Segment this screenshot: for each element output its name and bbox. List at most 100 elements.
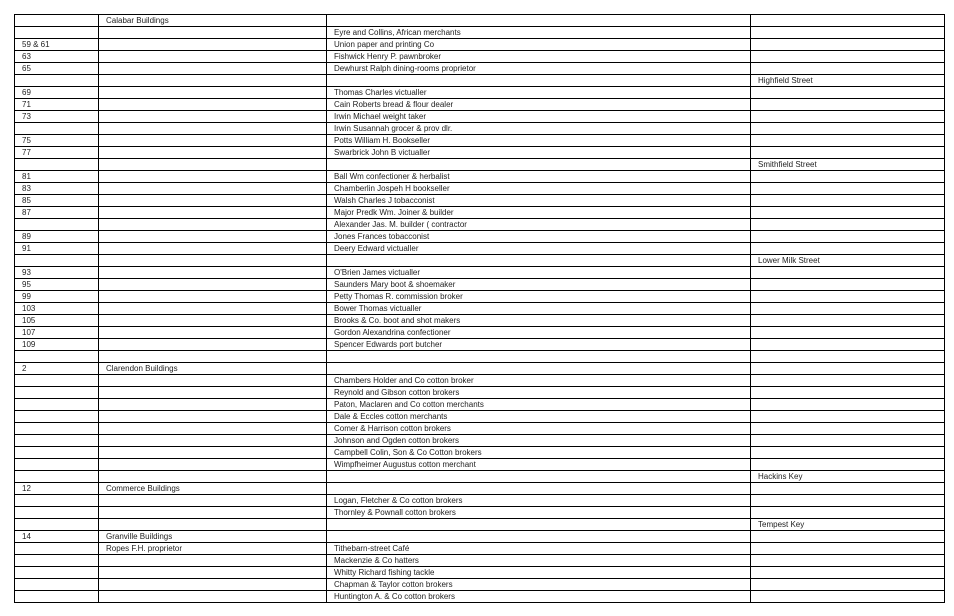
cross-street-cell (750, 278, 945, 291)
occupant-cell: O'Brien James victualler (326, 266, 751, 279)
street-number-cell: 103 (14, 302, 99, 315)
occupant-cell: Logan, Fletcher & Co cotton brokers (326, 494, 751, 507)
table-row: Calabar Buildings (14, 14, 945, 27)
occupant-cell: Fishwick Henry P. pawnbroker (326, 50, 751, 63)
occupant-cell: Swarbrick John B victualler (326, 146, 751, 159)
cross-street-cell (750, 242, 945, 255)
table-row: 71 Cain Roberts bread & flour dealer (14, 98, 945, 111)
building-cell (98, 350, 327, 363)
table-row: Whitty Richard fishing tackle (14, 566, 945, 579)
table-row: 87 Major Predk Wm. Joiner & builder (14, 206, 945, 219)
cross-street-cell (750, 458, 945, 471)
cross-street-cell (750, 194, 945, 207)
table-row: Chapman & Taylor cotton brokers (14, 578, 945, 591)
table-row: Mackenzie & Co hatters (14, 554, 945, 567)
street-number-cell: 69 (14, 86, 99, 99)
table-row: Johnson and Ogden cotton brokers (14, 434, 945, 447)
building-cell (98, 218, 327, 231)
cross-street-cell: Smithfield Street (750, 158, 945, 171)
building-cell (98, 590, 327, 603)
table-row: 93 O'Brien James victualler (14, 266, 945, 279)
street-number-cell (14, 578, 99, 591)
building-cell (98, 38, 327, 51)
building-cell (98, 206, 327, 219)
occupant-cell: Thomas Charles victualler (326, 86, 751, 99)
cross-street-cell (750, 494, 945, 507)
street-number-cell (14, 254, 99, 267)
street-number-cell: 109 (14, 338, 99, 351)
cross-street-cell: Highfield Street (750, 74, 945, 87)
cross-street-cell: Lower Milk Street (750, 254, 945, 267)
building-cell (98, 242, 327, 255)
street-number-cell (14, 446, 99, 459)
building-cell (98, 122, 327, 135)
occupant-cell: Dale & Eccles cotton merchants (326, 410, 751, 423)
occupant-cell: Dewhurst Ralph dining-rooms proprietor (326, 62, 751, 75)
table-row: Alexander Jas. M. builder ( contractor (14, 218, 945, 231)
cross-street-cell (750, 266, 945, 279)
building-cell (98, 26, 327, 39)
street-number-cell: 95 (14, 278, 99, 291)
building-cell (98, 578, 327, 591)
building-cell (98, 302, 327, 315)
occupant-cell: Irwin Michael weight taker (326, 110, 751, 123)
building-cell (98, 290, 327, 303)
table-row: 14 Granville Buildings (14, 530, 945, 543)
table-row: Irwin Susannah grocer & prov dlr. (14, 122, 945, 135)
cross-street-cell (750, 350, 945, 363)
table-row: 73 Irwin Michael weight taker (14, 110, 945, 123)
street-number-cell (14, 566, 99, 579)
cross-street-cell (750, 530, 945, 543)
street-number-cell (14, 470, 99, 483)
cross-street-cell (750, 134, 945, 147)
table-row: 69 Thomas Charles victualler (14, 86, 945, 99)
occupant-cell: Eyre and Collins, African merchants (326, 26, 751, 39)
cross-street-cell (750, 434, 945, 447)
table-row: Comer & Harrison cotton brokers (14, 422, 945, 435)
building-cell (98, 158, 327, 171)
street-number-cell: 99 (14, 290, 99, 303)
occupant-cell: Jones Frances tobacconist (326, 230, 751, 243)
table-row: 83 Chamberlin Jospeh H bookseller (14, 182, 945, 195)
occupant-cell (326, 74, 751, 87)
building-cell (98, 182, 327, 195)
table-row: 85 Walsh Charles J tobacconist (14, 194, 945, 207)
cross-street-cell (750, 374, 945, 387)
building-cell (98, 266, 327, 279)
table-row: 63 Fishwick Henry P. pawnbroker (14, 50, 945, 63)
cross-street-cell (750, 230, 945, 243)
building-cell (98, 518, 327, 531)
table-row: 103 Bower Thomas victualler (14, 302, 945, 315)
table-row: Reynold and Gibson cotton brokers (14, 386, 945, 399)
table-row: 89 Jones Frances tobacconist (14, 230, 945, 243)
cross-street-cell (750, 590, 945, 603)
occupant-cell: Major Predk Wm. Joiner & builder (326, 206, 751, 219)
building-cell (98, 278, 327, 291)
cross-street-cell (750, 422, 945, 435)
building-cell: Ropes F.H. proprietor (98, 542, 327, 555)
street-number-cell (14, 122, 99, 135)
occupant-cell (326, 482, 751, 495)
occupant-cell (326, 254, 751, 267)
occupant-cell: Petty Thomas R. commission broker (326, 290, 751, 303)
building-cell (98, 374, 327, 387)
cross-street-cell (750, 170, 945, 183)
cross-street-cell (750, 386, 945, 399)
occupant-cell: Reynold and Gibson cotton brokers (326, 386, 751, 399)
street-number-cell (14, 350, 99, 363)
cross-street-cell (750, 206, 945, 219)
building-cell: Calabar Buildings (98, 14, 327, 27)
table-row: Hackins Key (14, 470, 945, 483)
occupant-cell: Cain Roberts bread & flour dealer (326, 98, 751, 111)
occupant-cell: Irwin Susannah grocer & prov dlr. (326, 122, 751, 135)
street-number-cell: 107 (14, 326, 99, 339)
building-cell: Commerce Buildings (98, 482, 327, 495)
occupant-cell: Mackenzie & Co hatters (326, 554, 751, 567)
occupant-cell: Huntington A. & Co cotton brokers (326, 590, 751, 603)
street-number-cell: 77 (14, 146, 99, 159)
cross-street-cell (750, 62, 945, 75)
table-row: 12 Commerce Buildings (14, 482, 945, 495)
street-number-cell (14, 554, 99, 567)
occupant-cell (326, 362, 751, 375)
cross-street-cell (750, 446, 945, 459)
